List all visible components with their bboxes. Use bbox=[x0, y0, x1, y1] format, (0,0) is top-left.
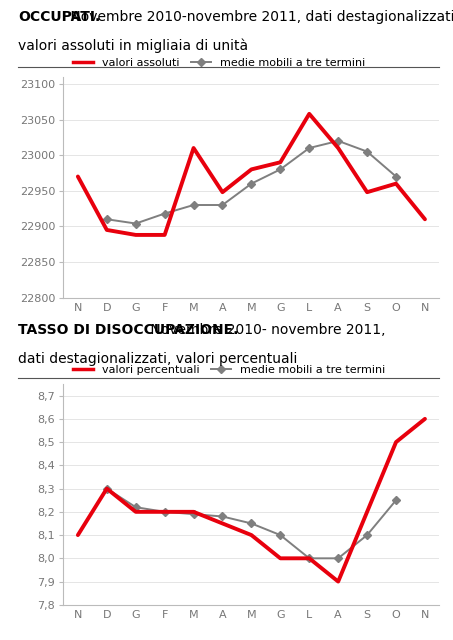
Legend: valori assoluti, medie mobili a tre termini: valori assoluti, medie mobili a tre term… bbox=[69, 54, 370, 72]
Text: valori assoluti in migliaia di unità: valori assoluti in migliaia di unità bbox=[18, 38, 248, 53]
Legend: valori percentuali, medie mobili a tre termini: valori percentuali, medie mobili a tre t… bbox=[69, 361, 390, 380]
Text: OCCUPATI.: OCCUPATI. bbox=[18, 10, 101, 24]
Text: dati destagionalizzati, valori percentuali: dati destagionalizzati, valori percentua… bbox=[18, 352, 298, 366]
Text: TASSO DI DISOCCUPAZIONE.: TASSO DI DISOCCUPAZIONE. bbox=[18, 323, 238, 337]
Text: Novembre 2010- novembre 2011,: Novembre 2010- novembre 2011, bbox=[146, 323, 386, 337]
Text: Novembre 2010-novembre 2011, dati destagionalizzati,: Novembre 2010-novembre 2011, dati destag… bbox=[66, 10, 453, 24]
